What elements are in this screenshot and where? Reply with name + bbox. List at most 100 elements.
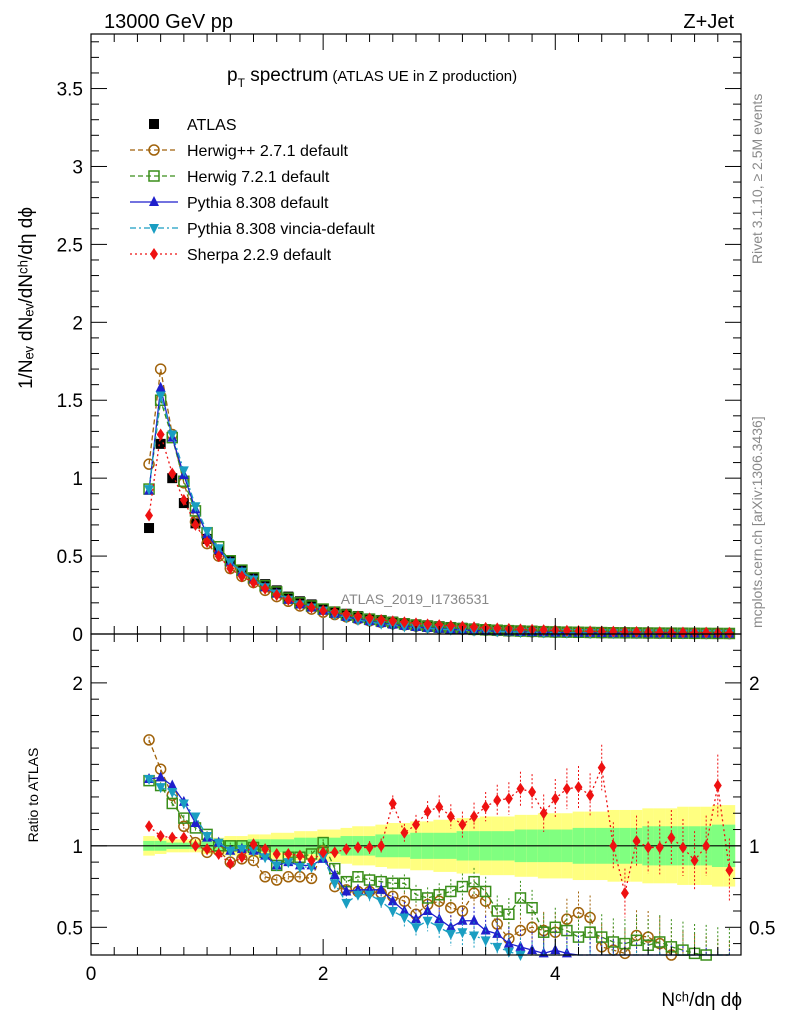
- side-label-rivet: Rivet 3.1.10, ≥ 2.5M events: [749, 94, 765, 264]
- ratio-point: [191, 839, 200, 852]
- upper-y-tick-label: 0.5: [57, 547, 83, 568]
- upper-y-tick-label: 2: [72, 313, 83, 334]
- ratio-point: [480, 924, 491, 935]
- upper-y-tick-label: 1.5: [57, 391, 83, 412]
- ratio-point: [469, 931, 480, 942]
- ratio-point: [249, 838, 258, 851]
- x-axis-label: Nᶜʰ/dη dϕ: [661, 990, 742, 1011]
- ratio-point: [400, 826, 409, 839]
- data-point: [154, 363, 167, 375]
- data-point: [539, 624, 548, 637]
- title-sub: T: [238, 76, 246, 90]
- ratio-point: [480, 936, 491, 947]
- ratio-point: [329, 879, 340, 890]
- ratio-point: [609, 839, 618, 852]
- ratio-point: [155, 783, 166, 794]
- ratio-point: [179, 831, 188, 844]
- header-left: 13000 GeV pp: [104, 11, 233, 33]
- ratio-plot-frame: [90, 633, 742, 956]
- ratio-point: [504, 792, 513, 805]
- ratio-point: [377, 839, 386, 852]
- ratio-point: [178, 820, 190, 833]
- ratio-point: [445, 901, 457, 914]
- ratio-point: [491, 905, 503, 917]
- ratio-point: [445, 885, 457, 898]
- ratio-point: [282, 871, 295, 883]
- ratio-point: [225, 846, 236, 857]
- title-p: p: [227, 65, 238, 86]
- ratio-point: [236, 845, 247, 856]
- data-point: [725, 626, 734, 639]
- upper-y-tick-label: 1: [72, 469, 83, 490]
- ratio-point: [537, 926, 550, 938]
- ratio-point: [678, 841, 687, 854]
- data-point: [213, 544, 224, 555]
- data-point: [295, 598, 304, 611]
- ratio-point: [492, 942, 503, 953]
- plot-title: pT spectrum (ATLAS UE in Z production): [227, 65, 517, 90]
- ratio-point: [607, 936, 620, 948]
- ratio-point: [306, 863, 317, 874]
- ratio-point: [479, 885, 492, 898]
- data-point: [179, 493, 188, 506]
- ratio-point: [305, 872, 318, 885]
- data-point: [156, 428, 165, 441]
- axis-ticks: 0 0.5 1 1.5 2 2.5 3 3.5 0.5 0.5 1 1 2 2 0 2 4: [57, 34, 775, 985]
- ratio-point: [434, 923, 445, 934]
- ratio-point: [295, 849, 304, 862]
- ratio-point: [562, 782, 571, 795]
- ratio-point: [388, 797, 397, 810]
- ratio-point: [155, 771, 166, 782]
- data-point: [237, 570, 246, 583]
- ratio-point: [445, 929, 456, 940]
- ratio-point: [433, 888, 445, 901]
- legend-entry: Herwig++ 2.7.1 default: [130, 143, 349, 160]
- data-point: [226, 562, 235, 575]
- ratio-point: [423, 805, 432, 818]
- data-point: [143, 458, 155, 470]
- data-point: [167, 430, 178, 441]
- legend-entry: Pythia 8.308 vincia-default: [130, 221, 375, 238]
- ratio-point: [330, 846, 339, 859]
- ratio-point: [435, 800, 444, 813]
- data-point: [330, 606, 339, 619]
- ratio-point: [586, 789, 595, 802]
- data-point: [632, 625, 641, 638]
- ratio-point: [469, 914, 480, 925]
- data-point: [388, 615, 397, 628]
- ratio-point: [342, 843, 351, 856]
- ratio-point: [481, 800, 490, 813]
- ratio-point: [690, 854, 699, 867]
- data-point: [435, 619, 444, 632]
- series-5: [145, 428, 734, 639]
- legend: ATLAS Herwig++ 2.7.1 default Herwig 7.2.1 …: [130, 117, 375, 264]
- ratio-point: [446, 810, 455, 823]
- ratio-point: [458, 818, 467, 831]
- data-point: [178, 466, 189, 477]
- ratio-point: [468, 875, 480, 888]
- upper-y-tick-label: 2.5: [57, 235, 83, 256]
- ratio-point: [307, 854, 316, 867]
- ratio-point: [271, 861, 282, 872]
- ratio-y-tick-label-right: 1: [749, 837, 760, 858]
- data-point: [342, 608, 351, 621]
- ratio-point: [503, 937, 514, 948]
- data-point: [261, 582, 270, 595]
- legend-marker: [149, 119, 159, 129]
- ratio-point: [284, 847, 293, 860]
- ratio-point: [166, 797, 178, 810]
- ratio-panel-series: [143, 734, 734, 961]
- data-point: [365, 612, 374, 625]
- data-point: [144, 523, 155, 534]
- data-point: [377, 613, 386, 626]
- ratio-point: [398, 877, 411, 890]
- legend-label: Pythia 8.308 default: [187, 195, 329, 212]
- ratio-point: [620, 887, 629, 900]
- legend-marker: [149, 196, 159, 206]
- upper-y-tick-label: 3.5: [57, 80, 83, 101]
- ratio-point: [632, 834, 641, 847]
- ratio-y-tick-label-left: 2: [72, 674, 83, 695]
- ratio-point: [168, 831, 177, 844]
- ratio-point: [456, 880, 469, 893]
